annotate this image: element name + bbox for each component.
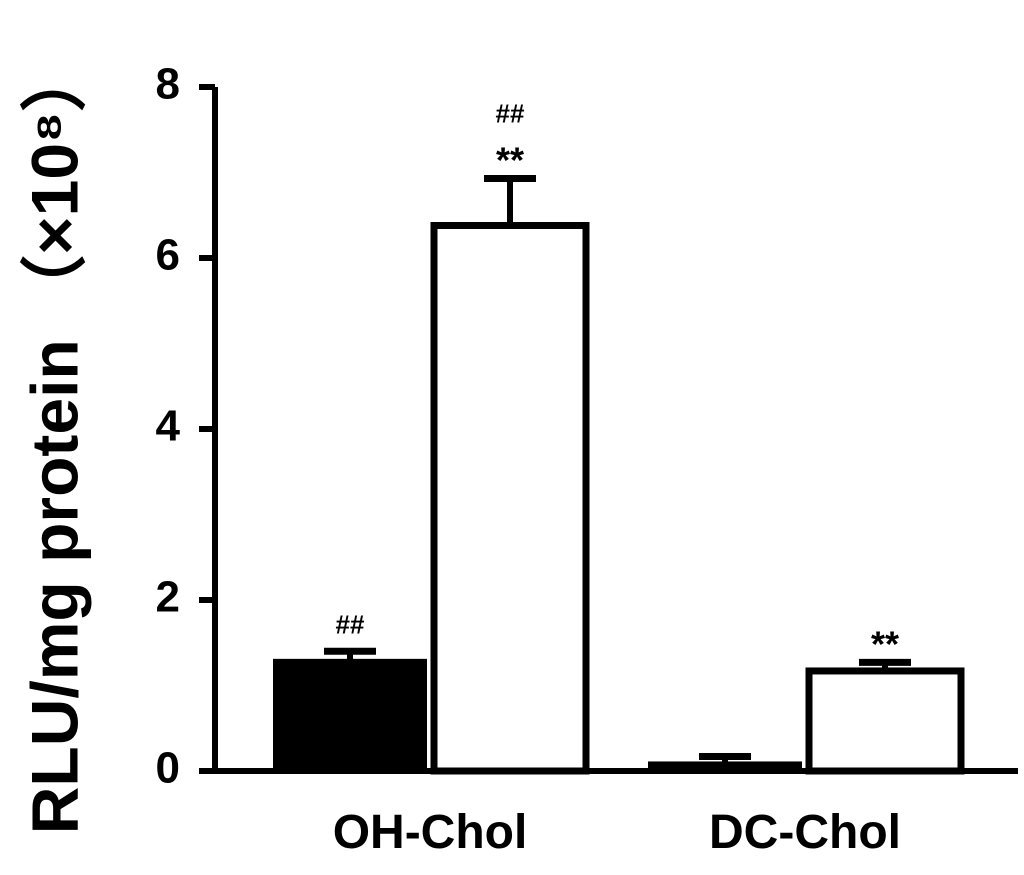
- bar: [430, 222, 590, 775]
- bar: [648, 761, 802, 773]
- y-tick-label: 6: [156, 231, 180, 280]
- y-axis-label: RLU/mg protein （×10⁸）: [17, 46, 91, 834]
- y-tick-label: 2: [156, 573, 180, 622]
- bar: [273, 658, 427, 772]
- y-tick-label: 0: [156, 744, 180, 793]
- y-tick-label: 8: [156, 60, 180, 109]
- significance-label: **: [496, 139, 524, 180]
- significance-label: **: [871, 623, 899, 664]
- significance-label: ##: [496, 98, 525, 128]
- x-tick-label: DC-Chol: [709, 806, 901, 859]
- y-tick-label: 4: [156, 402, 181, 451]
- x-tick-label: OH-Chol: [333, 806, 528, 859]
- significance-label: ##: [336, 609, 365, 639]
- bar: [805, 667, 965, 775]
